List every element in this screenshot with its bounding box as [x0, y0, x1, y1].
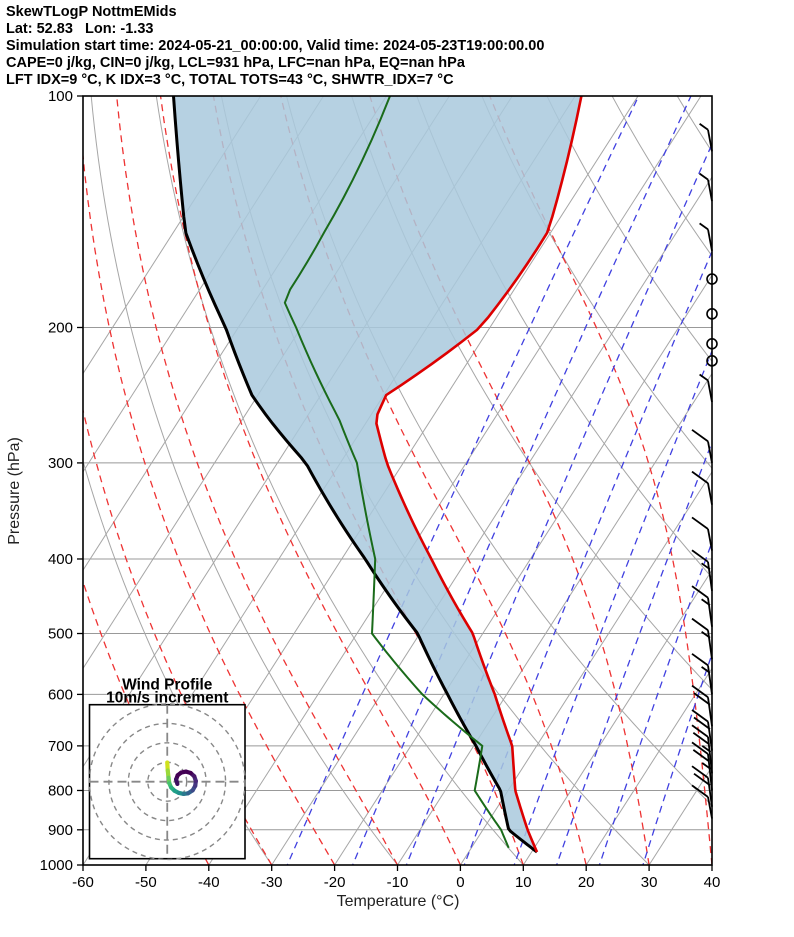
svg-text:10m/s increment: 10m/s increment [106, 690, 228, 707]
svg-text:400: 400 [48, 551, 73, 568]
svg-text:1000: 1000 [40, 857, 73, 874]
svg-text:-20: -20 [324, 874, 346, 891]
svg-text:-40: -40 [198, 874, 220, 891]
svg-text:10: 10 [515, 874, 532, 891]
svg-text:500: 500 [48, 626, 73, 643]
svg-text:-30: -30 [261, 874, 283, 891]
svg-text:20: 20 [578, 874, 595, 891]
svg-text:800: 800 [48, 782, 73, 799]
svg-text:700: 700 [48, 738, 73, 755]
svg-text:900: 900 [48, 822, 73, 839]
svg-text:40: 40 [704, 874, 721, 891]
svg-text:0: 0 [456, 874, 464, 891]
svg-text:100: 100 [48, 88, 73, 105]
svg-text:300: 300 [48, 455, 73, 472]
svg-text:30: 30 [641, 874, 658, 891]
svg-text:-60: -60 [72, 874, 94, 891]
svg-text:200: 200 [48, 319, 73, 336]
svg-text:600: 600 [48, 686, 73, 703]
svg-text:-10: -10 [387, 874, 409, 891]
svg-text:-50: -50 [135, 874, 157, 891]
